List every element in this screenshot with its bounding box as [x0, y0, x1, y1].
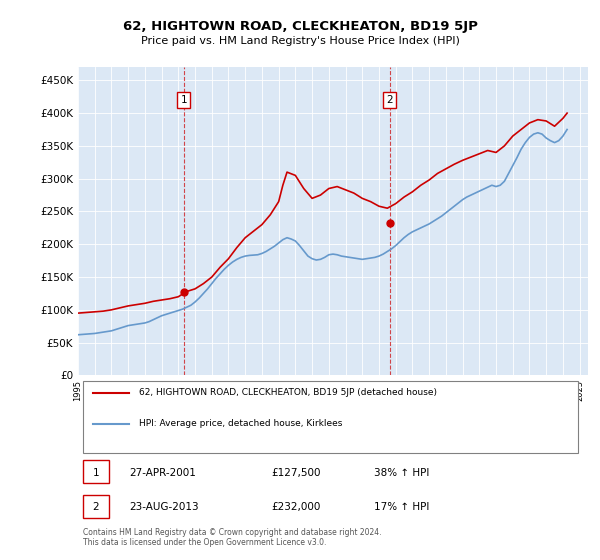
FancyBboxPatch shape: [83, 495, 109, 517]
Text: 62, HIGHTOWN ROAD, CLECKHEATON, BD19 5JP (detached house): 62, HIGHTOWN ROAD, CLECKHEATON, BD19 5JP…: [139, 388, 437, 397]
FancyBboxPatch shape: [83, 381, 578, 454]
Text: 1: 1: [92, 468, 99, 478]
Text: £232,000: £232,000: [272, 502, 321, 512]
Text: HPI: Average price, detached house, Kirklees: HPI: Average price, detached house, Kirk…: [139, 419, 343, 428]
Text: £127,500: £127,500: [272, 468, 322, 478]
Text: 27-APR-2001: 27-APR-2001: [129, 468, 196, 478]
FancyBboxPatch shape: [83, 460, 109, 483]
Text: 1: 1: [181, 95, 187, 105]
Text: 2: 2: [386, 95, 393, 105]
Text: 17% ↑ HPI: 17% ↑ HPI: [374, 502, 429, 512]
Text: Contains HM Land Registry data © Crown copyright and database right 2024.
This d: Contains HM Land Registry data © Crown c…: [83, 528, 382, 547]
Text: 38% ↑ HPI: 38% ↑ HPI: [374, 468, 429, 478]
Text: 62, HIGHTOWN ROAD, CLECKHEATON, BD19 5JP: 62, HIGHTOWN ROAD, CLECKHEATON, BD19 5JP: [122, 20, 478, 32]
Text: 23-AUG-2013: 23-AUG-2013: [129, 502, 199, 512]
Text: 2: 2: [92, 502, 99, 512]
Text: Price paid vs. HM Land Registry's House Price Index (HPI): Price paid vs. HM Land Registry's House …: [140, 36, 460, 46]
